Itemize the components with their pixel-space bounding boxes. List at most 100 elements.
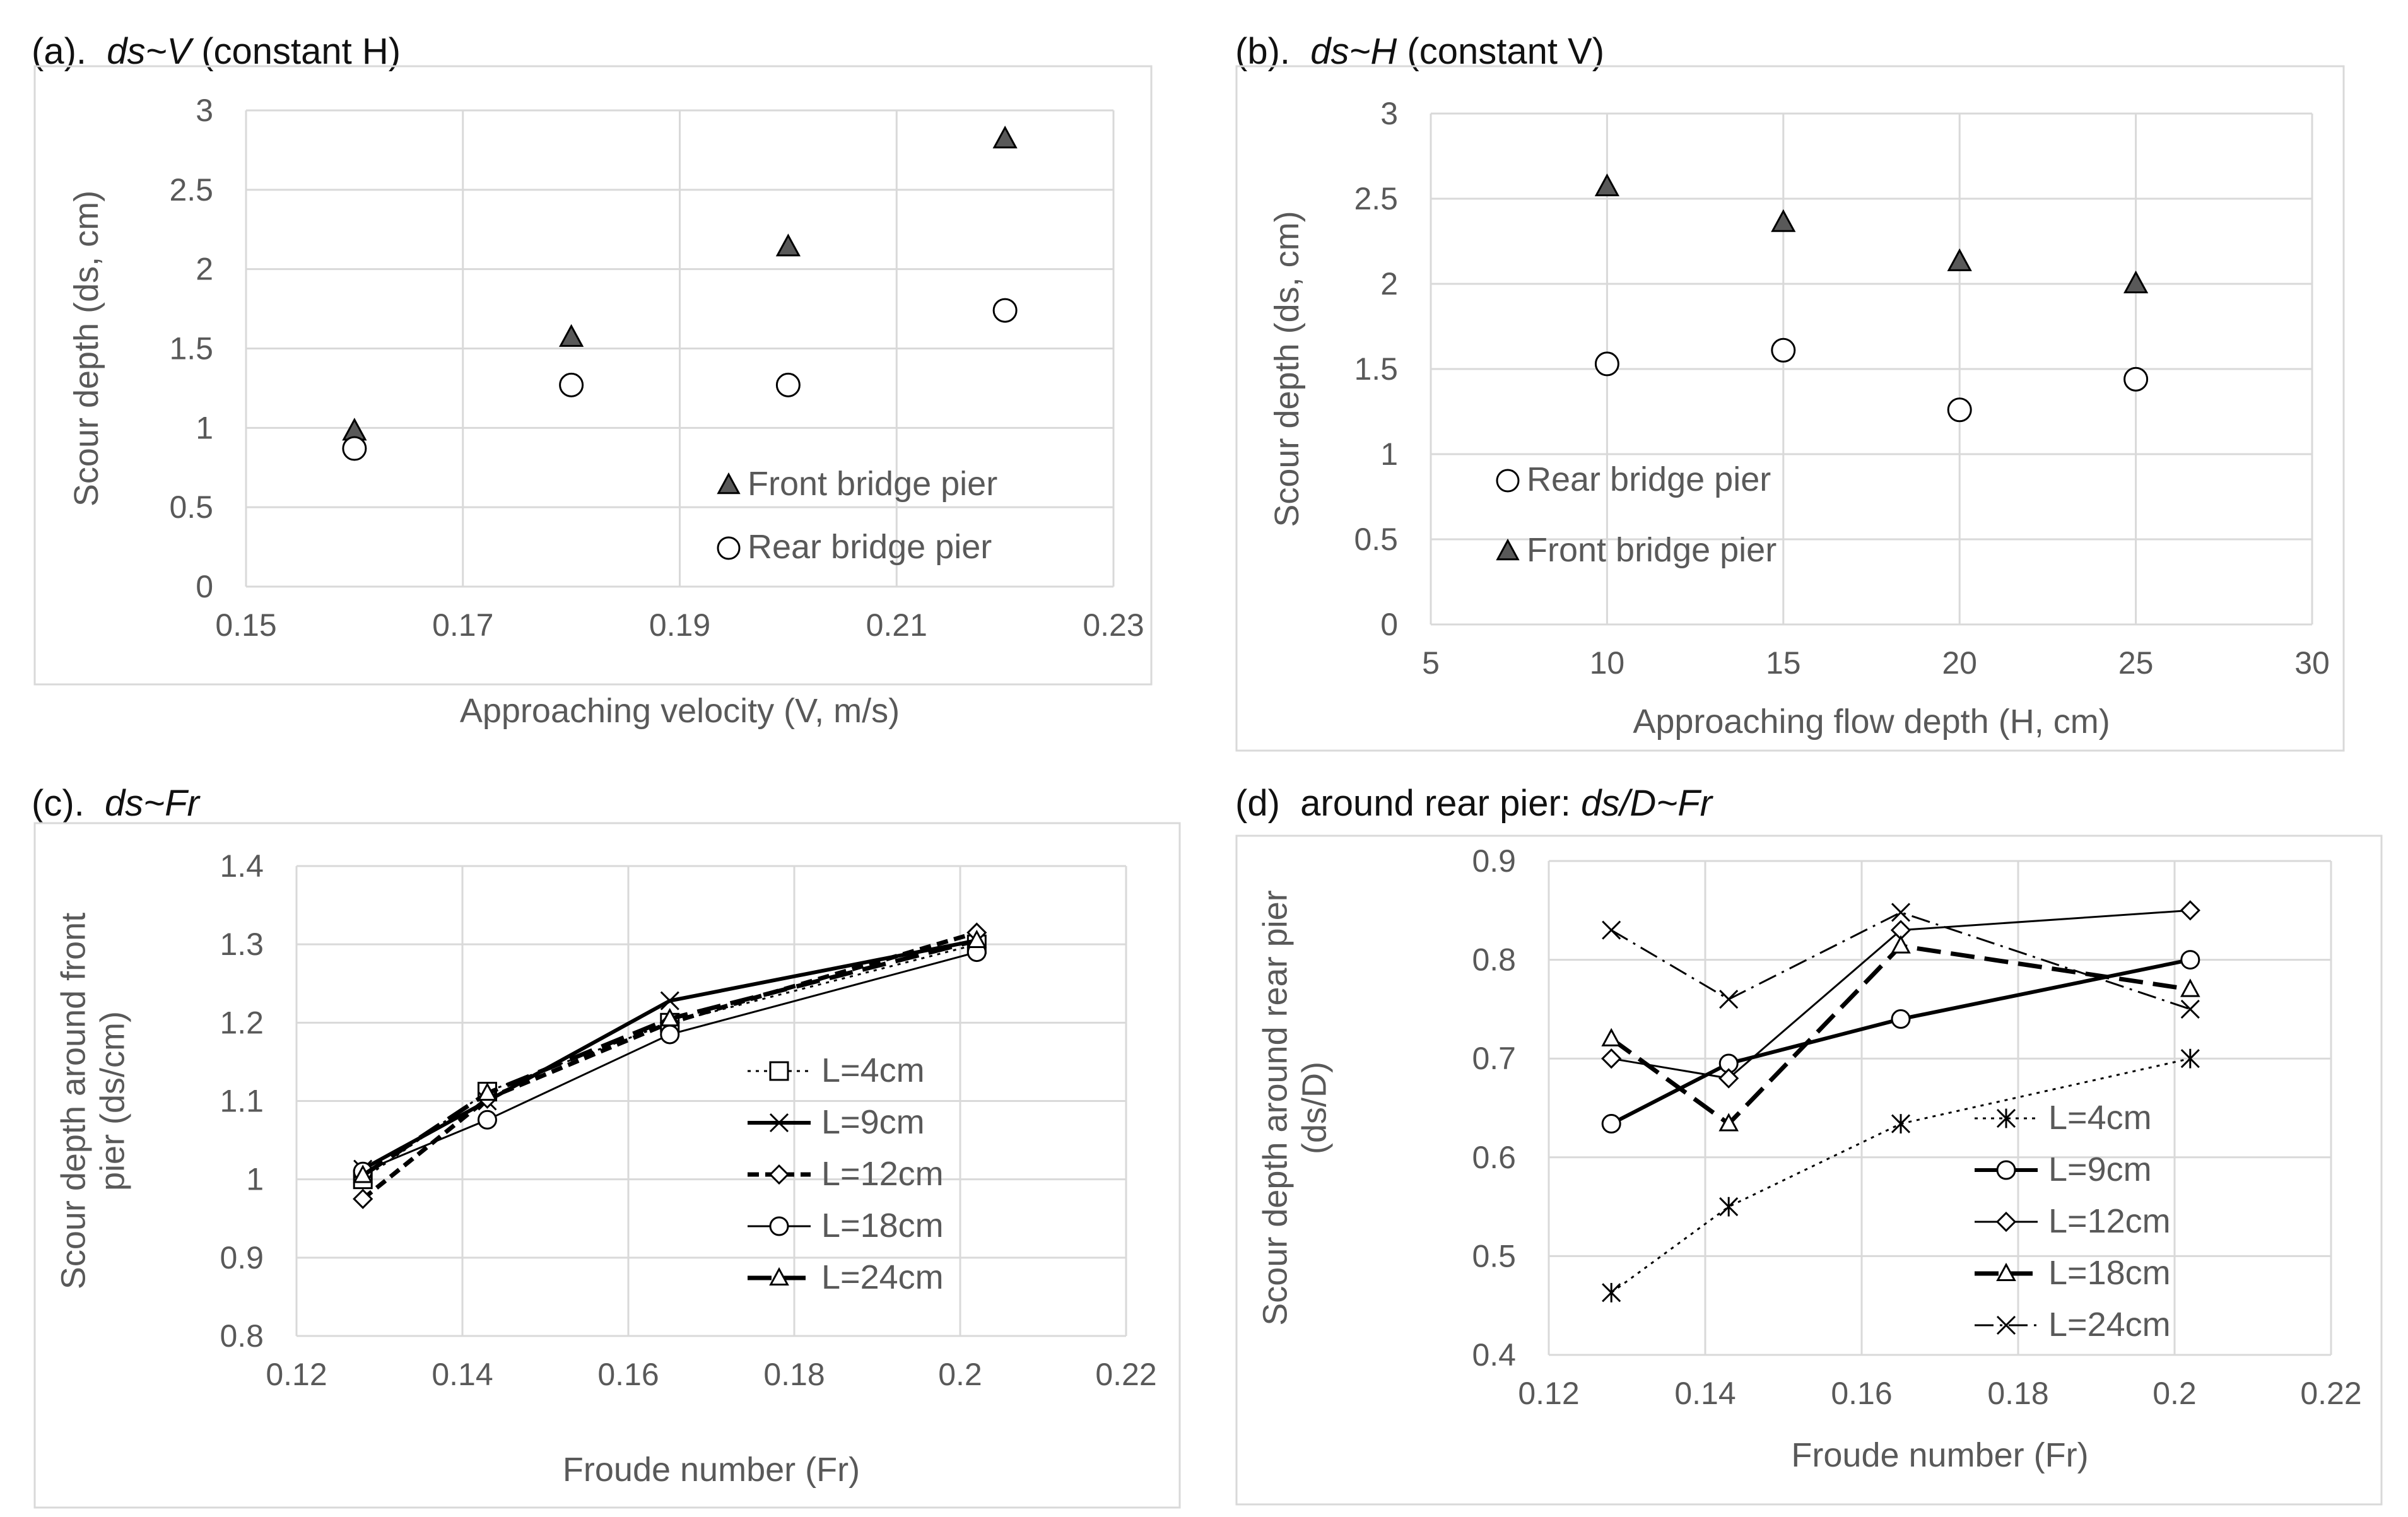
panel-d-title-prefix: (d): [1235, 783, 1280, 824]
chart-a-xtick-label: 0.19: [649, 607, 710, 643]
chart-d-legend-label: L=9cm: [2048, 1151, 2152, 1188]
chart-b-ytick-label: 0.5: [1354, 522, 1398, 557]
chart-d-xtick-label: 0.2: [2153, 1376, 2197, 1411]
chart-a-ytick-label: 2: [196, 252, 213, 287]
chart-b-legend-label: Rear bridge pier: [1527, 460, 1771, 498]
chart-a-series-front-bridge-pier-point: [992, 126, 1018, 149]
chart-a-ytick-label: 3: [196, 93, 213, 128]
chart-a-ytick-label: 1.5: [169, 331, 213, 366]
panel-a-title: (a). ds~V (constant H): [32, 30, 401, 73]
chart-c-series-l-12cm-point: [353, 1188, 373, 1209]
panel-d-title-text: around rear pier:: [1300, 783, 1571, 824]
chart-b: 5 10 15 20 25 30 0 0.5 1 1.5 2 2.5 3 Approaching flow…: [1235, 65, 2345, 752]
chart-b-ytick-label: 2: [1380, 266, 1398, 302]
chart-b-ytick-label: 2.5: [1354, 181, 1398, 216]
chart-d-xtick-label: 0.18: [1987, 1376, 2048, 1411]
chart-b-legend-label: Front bridge pier: [1527, 531, 1777, 569]
chart-c: 0.12 0.14 0.16 0.18 0.2 0.22 0.8 0.9 1 1.1 1.2 1.3 1…: [33, 822, 1181, 1509]
chart-d-ytick-label: 0.9: [1472, 843, 1516, 879]
chart-d-legend-marker: [1996, 1108, 2016, 1128]
chart-d-y-axis-label-line: Scour depth around rear pier: [1257, 890, 1295, 1325]
chart-a-legend-marker: [717, 472, 741, 495]
chart-d-series-l-4cm: [1602, 1048, 2200, 1303]
chart-d-legend-marker: [1996, 1160, 2016, 1180]
chart-b-series-rear-bridge-pier-point: [2123, 366, 2149, 392]
chart-a-series-front-bridge-pier-point: [775, 233, 801, 257]
chart-d-series-l-18cm-line: [1610, 943, 2191, 1127]
chart-b-xtick-label: 30: [2294, 645, 2330, 681]
chart-d-series-l-24cm: [1602, 903, 2200, 1019]
chart-d-series-l-24cm-point: [1719, 990, 1739, 1009]
chart-c-series-l-24cm-point: [477, 1082, 498, 1101]
chart-b-ytick-label: 0: [1380, 607, 1398, 642]
panel-d-title-formula: ds/D~Fr: [1581, 783, 1712, 824]
chart-c-y-axis-label: Scour depth around frontpier (ds/cm): [55, 913, 132, 1289]
chart-d-series-l-18cm-point: [1718, 1113, 1739, 1132]
chart-c-legend-marker: [769, 1267, 789, 1286]
chart-a-legend-marker: [717, 536, 741, 560]
chart-a-series-rear-bridge-pier-point: [342, 436, 367, 461]
chart-a-series-front-bridge-pier-point: [559, 324, 584, 347]
chart-b-ytick-label: 3: [1380, 96, 1398, 131]
chart-c-ytick-label: 1.2: [220, 1005, 264, 1040]
chart-d-y-axis-label-line: (ds/D): [1296, 1062, 1334, 1154]
chart-b-series-rear-bridge-pier-point: [1947, 397, 1972, 423]
chart-d-series-l-4cm-point: [1602, 1282, 1621, 1303]
chart-c-legend-label: L=18cm: [821, 1207, 944, 1245]
chart-d-xtick-label: 0.14: [1674, 1376, 1736, 1411]
chart-a-xtick-label: 0.17: [432, 607, 493, 643]
panel-b-title: (b). ds~H (constant V): [1235, 30, 1604, 73]
chart-d-series-l-18cm-point: [2180, 978, 2200, 997]
chart-d-y-axis-label: Scour depth around rear pier(ds/D): [1257, 890, 1334, 1325]
panel-a-title-formula: ds~V: [107, 31, 192, 72]
panel-c-title: (c). ds~Fr: [32, 782, 199, 824]
chart-c-ytick-label: 0.9: [220, 1240, 264, 1275]
chart-a-series-rear-bridge-pier: [342, 298, 1018, 461]
chart-a: 0.15 0.17 0.19 0.21 0.23 0 0.5 1 1.5 2 2.5 3 Approac…: [33, 65, 1153, 730]
chart-c-xtick-label: 0.18: [763, 1357, 825, 1392]
chart-d-legend-label: L=4cm: [2048, 1099, 2152, 1137]
panel-b-title-formula: ds~H: [1310, 31, 1397, 72]
chart-d-series-l-9cm-point: [1601, 1114, 1621, 1134]
chart-c-xtick-label: 0.14: [432, 1357, 493, 1392]
chart-d-x-axis-label: Froude number (Fr): [1791, 1436, 2088, 1474]
chart-a-frame: [33, 65, 1153, 686]
chart-d-series-l-9cm: [1601, 950, 2200, 1134]
chart-a-ytick-label: 1: [196, 410, 213, 445]
chart-d-series-l-4cm-point: [2180, 1048, 2200, 1069]
chart-c-series-l-9cm-point: [660, 991, 679, 1010]
chart-c-series-l-18cm-point: [660, 1024, 680, 1045]
chart-d-series-l-9cm-line: [1610, 958, 2191, 1126]
chart-b-legend-marker: [1496, 538, 1520, 561]
chart-d-series-l-9cm-point: [1891, 1009, 1911, 1029]
chart-c-xtick-label: 0.2: [938, 1357, 982, 1392]
chart-c-xtick-label: 0.22: [1095, 1357, 1156, 1392]
chart-b-series-rear-bridge-pier: [1594, 337, 2149, 423]
chart-d-series-l-18cm-point: [1891, 935, 1911, 954]
chart-c-frame: [33, 822, 1181, 1509]
chart-b-series-front-bridge-pier-point: [2123, 270, 2149, 293]
chart-c-series-l-18cm-point: [477, 1110, 497, 1130]
chart-c-series-l-24cm-point: [353, 1164, 373, 1183]
chart-a-y-axis-label: Scour depth (ds, cm): [68, 190, 105, 507]
chart-d-legend-label: L=12cm: [2048, 1202, 2171, 1240]
chart-a-xtick-label: 0.21: [866, 607, 927, 643]
chart-a-ytick-label: 0: [196, 569, 213, 604]
panel-d-title: (d) around rear pier: ds/D~Fr: [1235, 782, 1712, 824]
chart-b-x-axis-label: Approaching flow depth (H, cm): [1633, 703, 2110, 741]
chart-d-series-l-12cm-line: [1611, 909, 2190, 1080]
chart-c-legend-marker: [769, 1113, 789, 1133]
chart-b-series-front-bridge-pier-point: [1594, 173, 1620, 197]
chart-c-legend-label: L=9cm: [821, 1103, 925, 1141]
chart-d-series-l-9cm-point: [2180, 950, 2200, 970]
chart-d-series-l-12cm-point: [1601, 1048, 1622, 1069]
chart-b-xtick-label: 20: [1942, 645, 1977, 681]
chart-d-series-l-4cm-point: [1719, 1197, 1739, 1217]
chart-c-legend-label: L=24cm: [821, 1258, 944, 1296]
chart-b-frame: [1235, 65, 2345, 752]
chart-d-series-l-24cm-line: [1611, 911, 2191, 1010]
chart-a-legend-label: Rear bridge pier: [748, 528, 992, 566]
chart-c-series-l-24cm-point: [966, 929, 987, 948]
chart-a-xtick-label: 0.15: [215, 607, 276, 643]
